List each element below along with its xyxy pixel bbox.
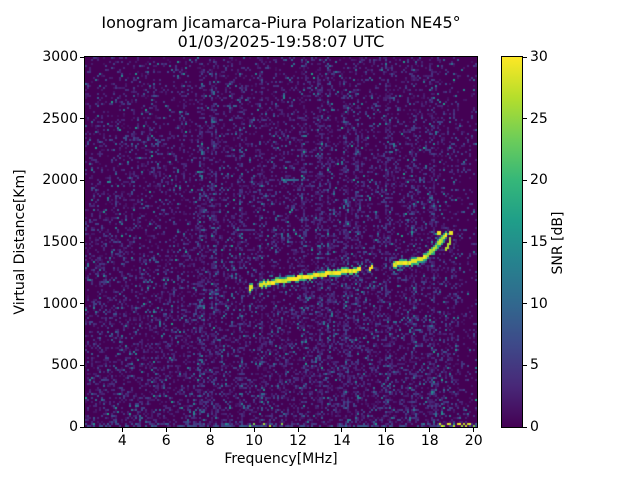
y-tick-mark: [80, 303, 84, 305]
x-tick-mark: [209, 428, 211, 432]
colorbar-tick-label: 20: [530, 172, 548, 189]
colorbar-tick-label: 15: [530, 234, 548, 250]
x-tick-label: 12: [289, 433, 307, 449]
x-tick-label: 16: [376, 433, 395, 449]
colorbar-tick-mark: [523, 303, 527, 305]
x-tick-label: 20: [464, 433, 483, 449]
y-tick-mark: [80, 426, 84, 428]
y-tick-label: 2500: [42, 110, 78, 127]
colorbar-tick-mark: [523, 364, 527, 366]
colorbar-tick-mark: [523, 118, 527, 120]
colorbar-tick-label: 0: [530, 419, 539, 435]
x-tick-mark: [253, 428, 255, 432]
y-tick-label: 0: [69, 419, 78, 435]
colorbar-tick-mark: [523, 179, 527, 181]
ionogram-heatmap: [85, 57, 477, 427]
y-tick-label: 500: [51, 357, 78, 374]
y-tick-label: 2000: [42, 172, 78, 189]
y-axis-label: Virtual Distance[Km]: [12, 169, 28, 315]
y-tick-label: 1500: [42, 234, 78, 250]
colorbar-gradient: [501, 56, 523, 428]
y-tick-mark: [80, 179, 84, 181]
x-tick-label: 18: [420, 433, 439, 449]
y-tick-mark: [80, 118, 84, 120]
x-tick-mark: [429, 428, 431, 432]
x-axis-label: Frequency[MHz]: [224, 451, 338, 467]
colorbar-tick-mark: [523, 56, 527, 58]
chart-timestamp: 01/03/2025-19:58:07 UTC: [177, 32, 385, 51]
x-tick-label: 4: [117, 433, 127, 449]
chart-title: Ionogram Jicamarca-Piura Polarization NE…: [101, 13, 461, 32]
colorbar-tick-label: 10: [530, 295, 548, 312]
y-tick-mark: [80, 364, 84, 366]
x-tick-mark: [121, 428, 123, 432]
x-tick-mark: [385, 428, 387, 432]
colorbar-tick-mark: [523, 426, 527, 428]
x-tick-mark: [165, 428, 167, 432]
x-tick-mark: [341, 428, 343, 432]
x-tick-label: 8: [205, 433, 215, 449]
y-tick-mark: [80, 241, 84, 243]
x-tick-label: 14: [333, 433, 351, 449]
y-tick-label: 1000: [42, 295, 78, 312]
colorbar-tick-label: 25: [530, 110, 548, 127]
y-tick-mark: [80, 56, 84, 58]
x-tick-label: 10: [245, 433, 263, 449]
y-tick-label: 3000: [42, 49, 78, 65]
plot-area: [84, 56, 478, 428]
colorbar-tick-mark: [523, 241, 527, 243]
x-tick-mark: [297, 428, 299, 432]
x-tick-label: 6: [161, 433, 171, 449]
colorbar-tick-label: 5: [530, 357, 539, 374]
x-tick-mark: [473, 428, 475, 432]
colorbar-tick-label: 30: [530, 49, 548, 65]
